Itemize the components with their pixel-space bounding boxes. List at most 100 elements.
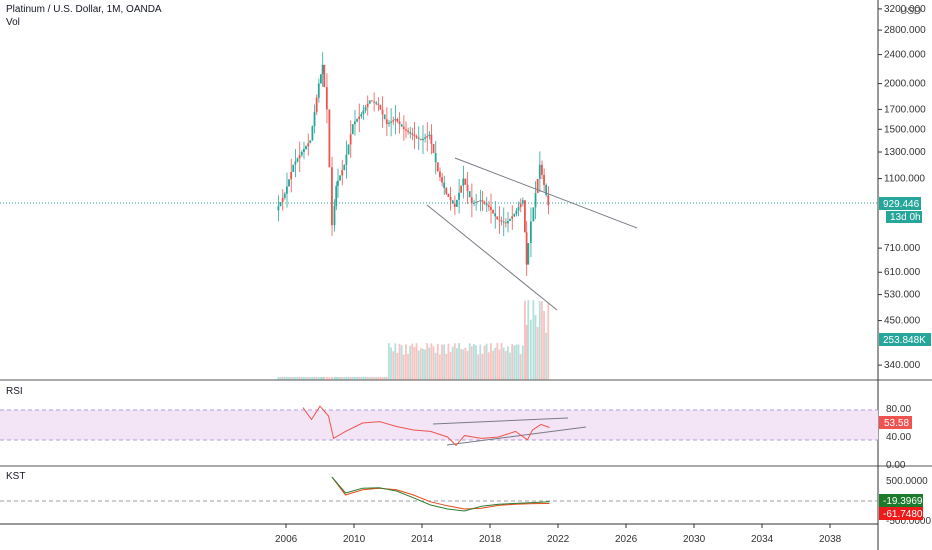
chart-title: Platinum / U.S. Dollar, 1M, OANDA [6,4,162,15]
candle-body [396,119,399,122]
candle-body [377,103,380,105]
candle-body [298,155,301,159]
volume-bar [388,343,390,380]
kst-line [331,476,550,512]
candle-body [449,197,452,201]
candle-body [443,182,446,189]
candle-body [519,203,522,208]
candle-body [413,134,416,137]
trendline-layer [426,157,638,446]
volume-bar [541,301,543,380]
kst-tick-label: 500.0000 [886,476,928,487]
volume-bar [545,332,548,380]
candle-body [309,140,312,144]
lower-trendline[interactable] [426,204,558,311]
volume-bar [453,343,456,380]
candle-body [541,164,543,175]
candle-body [283,193,286,198]
volume-bar [456,348,458,380]
candle-body [436,162,439,172]
candle-body [339,175,341,181]
volume-bar [371,377,373,380]
candle-body [441,177,443,183]
candle-body [426,136,429,138]
candle-body [368,100,371,104]
price-tick-label: 2400.000 [884,50,926,61]
volume-bar [487,352,490,380]
candle-body [485,203,488,206]
candle-body [498,219,501,221]
rsi-layer [302,405,550,447]
volume-bar [296,377,299,380]
volume-bar [317,377,320,380]
rsi-upper-trendline[interactable] [432,417,569,425]
volume-bar [498,349,501,380]
volume-bar [519,354,522,380]
volume-bar [383,377,386,380]
candle-body [532,207,535,222]
time-tick-label: 2018 [479,534,502,545]
volume-bar [379,377,382,380]
candle-body [305,146,307,150]
kst-badge: -19.3969 [883,496,923,507]
volume-bar [521,345,524,380]
volume-bar [509,352,511,380]
volume-bar [333,377,336,380]
candle-body [394,119,397,121]
price-tick-label: 1500.000 [884,124,926,135]
volume-bar [430,343,433,380]
volume-bar [458,343,460,380]
volume-bar [347,377,350,380]
candle-body [313,111,316,127]
candle-body [375,102,378,104]
volume-bar [481,353,484,380]
price-tick-label: 2000.000 [884,79,926,90]
price-tick-label: 340.000 [884,360,921,371]
candle-body [385,119,388,125]
kst-badge-bg [879,494,923,507]
volume-bar [298,377,301,380]
kst-signal-badge-bg [879,507,923,520]
candle-body [525,232,528,265]
volume-bar [415,343,418,380]
vol-label: Vol [6,17,20,28]
candle-body [462,178,465,186]
volume-bar [381,377,384,380]
upper-trendline[interactable] [454,157,638,229]
candle-body [321,64,324,75]
volume-bar [311,377,314,380]
price-tick-label: 3200.000 [884,4,926,15]
candle-body [434,153,437,163]
volume-bar [492,350,494,380]
rsi-tick-label: 40.00 [886,432,911,443]
volume-bar [321,377,324,380]
volume-bar [368,377,371,380]
candle-body [345,154,348,165]
candle-body [451,200,454,204]
volume-bar [466,351,469,380]
rsi-lower-trendline[interactable] [446,426,587,446]
time-tick-label: 2038 [819,534,842,545]
rsi-label: RSI [6,386,23,397]
volume-bar [532,300,535,380]
candle-body [432,143,435,154]
rsi-line [302,405,550,447]
price-tick-label: 710.000 [884,243,921,254]
candle-body [402,126,405,130]
candle-body [325,87,328,110]
candle-body [379,104,382,110]
volume-bar [428,347,431,380]
candle-body [343,164,346,171]
candle-body [405,129,407,131]
volume-bar [323,377,326,380]
volume-bar [434,352,437,380]
volume-bar [411,343,414,380]
candle-body [473,202,475,204]
candle-body [517,207,520,211]
candle-body [470,197,473,204]
volume-bar [331,377,333,380]
volume-bar [413,346,416,380]
volume-bar [441,344,443,380]
time-tick-label: 2030 [683,534,706,545]
